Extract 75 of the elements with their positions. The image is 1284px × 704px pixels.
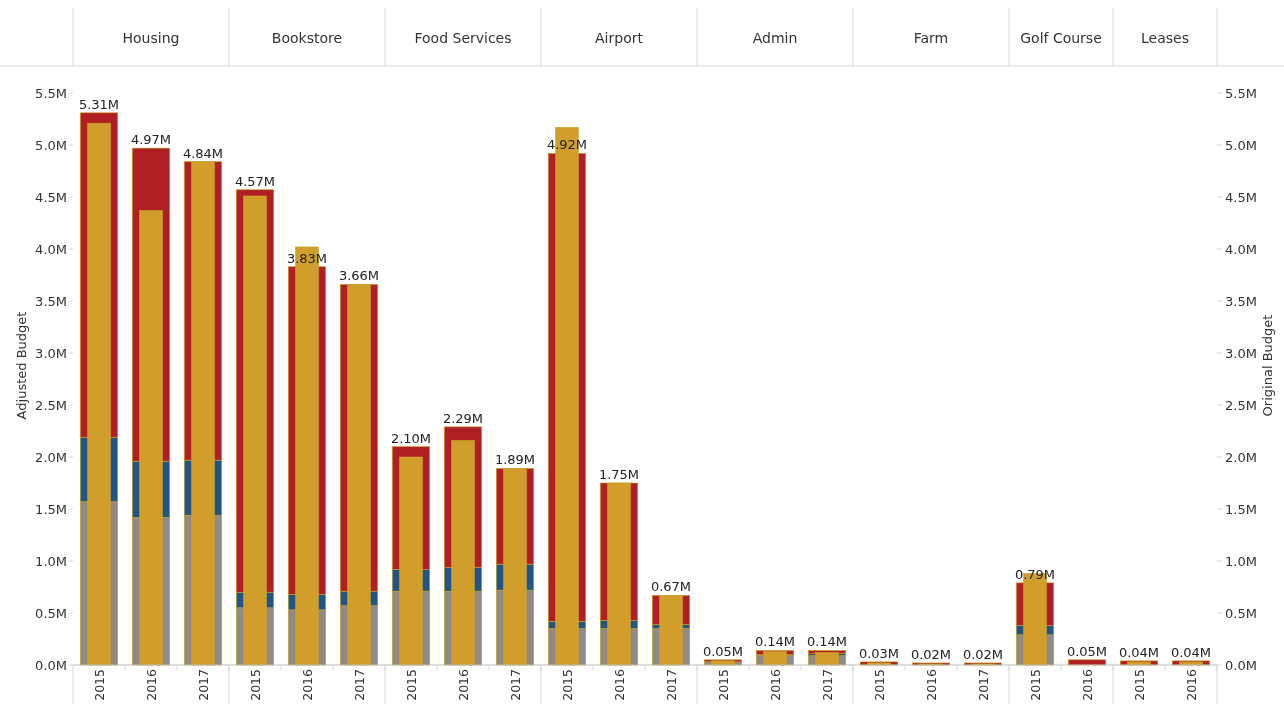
y-tick-label: 1.0M — [35, 553, 67, 569]
y-tick-label: 3.5M — [35, 293, 67, 309]
text: Airport — [595, 30, 644, 46]
y2-tick-label: 2.0M — [1225, 449, 1257, 465]
y2-tick-label: 4.0M — [1225, 241, 1257, 257]
x-tick-label: 2015 — [715, 669, 731, 701]
x-tick-label: 2015 — [559, 669, 575, 701]
total-label: 0.14M — [806, 634, 848, 650]
x-tick-label: 2015 — [1131, 669, 1147, 701]
y2-tick-label: 1.0M — [1225, 553, 1257, 569]
y2-tick-label: 1.5M — [1225, 501, 1257, 517]
text: Golf Course — [1020, 30, 1102, 46]
y-tick-label: 5.0M — [35, 137, 67, 153]
total-label: 5.31M — [78, 96, 120, 112]
x-tick-label: 2017 — [195, 669, 211, 701]
text: Bookstore — [271, 30, 343, 46]
y-axis-title: Adjusted Budget — [14, 311, 29, 420]
x-tick-label: 2016 — [611, 668, 627, 701]
x-tick-label: 2016 — [1079, 668, 1095, 701]
y2-tick-label: 2.5M — [1225, 397, 1257, 413]
y2-axis-title: Original Budget — [1260, 314, 1275, 417]
y2-tick-label: 0.5M — [1225, 605, 1257, 621]
y2-tick-label: 3.0M — [1225, 345, 1257, 361]
x-tick-label: 2016 — [923, 668, 939, 701]
total-label: 0.67M — [650, 579, 692, 595]
total-label: 4.84M — [182, 145, 224, 161]
x-tick-label: 2017 — [507, 669, 523, 701]
y-tick-label: 1.5M — [35, 501, 67, 517]
y-tick-label: 3.0M — [35, 345, 67, 361]
total-label: 2.10M — [390, 430, 432, 446]
y2-tick-label: 3.5M — [1225, 293, 1257, 309]
total-label: 0.04M — [1170, 644, 1212, 660]
total-label: 0.05M — [702, 643, 744, 659]
total-label: 4.97M — [130, 132, 172, 148]
y-tick-label: 5.5M — [35, 85, 67, 101]
y2-tick-label: 4.5M — [1225, 189, 1257, 205]
total-label: 2.29M — [442, 410, 484, 426]
y-tick-label: 0.0M — [35, 657, 67, 673]
x-tick-label: 2017 — [351, 669, 367, 701]
text: Admin — [752, 30, 798, 46]
text: Food Services — [414, 30, 512, 46]
total-label: 1.75M — [598, 467, 640, 483]
y2-tick-label: 0.0M — [1225, 657, 1257, 673]
total-label: 0.02M — [962, 646, 1004, 662]
total-label: 0.04M — [1118, 644, 1160, 660]
y-tick-label: 0.5M — [35, 605, 67, 621]
total-label: 0.02M — [910, 646, 952, 662]
x-tick-label: 2016 — [455, 668, 471, 701]
total-label: 0.03M — [858, 645, 900, 661]
x-tick-label: 2015 — [91, 669, 107, 701]
x-tick-label: 2016 — [299, 668, 315, 701]
x-tick-label: 2015 — [403, 669, 419, 701]
y-tick-label: 2.0M — [35, 449, 67, 465]
y-tick-label: 2.5M — [35, 397, 67, 413]
x-tick-label: 2017 — [819, 669, 835, 701]
x-tick-label: 2016 — [767, 668, 783, 701]
text: Leases — [1141, 30, 1189, 46]
x-tick-label: 2016 — [1183, 668, 1199, 701]
total-label: 1.89M — [494, 452, 536, 468]
y-tick-label: 4.0M — [35, 241, 67, 257]
y2-tick-label: 5.0M — [1225, 137, 1257, 153]
total-label: 4.57M — [234, 173, 276, 189]
total-label: 3.66M — [338, 268, 380, 284]
x-tick-label: 2015 — [1027, 669, 1043, 701]
x-tick-label: 2017 — [975, 669, 991, 701]
x-tick-label: 2016 — [143, 668, 159, 701]
y2-tick-label: 5.5M — [1225, 85, 1257, 101]
y-tick-label: 4.5M — [35, 189, 67, 205]
text: Housing — [122, 30, 180, 46]
x-tick-label: 2017 — [663, 669, 679, 701]
total-label: 0.14M — [754, 634, 796, 650]
x-tick-label: 2015 — [871, 669, 887, 701]
text: Farm — [913, 30, 949, 46]
total-label: 0.05M — [1066, 643, 1108, 659]
x-tick-label: 2015 — [247, 669, 263, 701]
